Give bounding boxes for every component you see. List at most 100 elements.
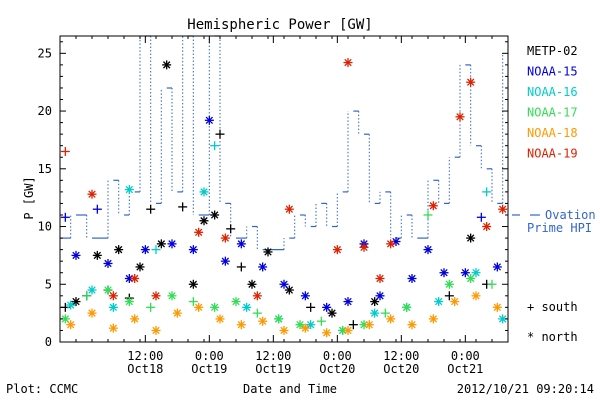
- data-point-noaa-18: [172, 308, 182, 318]
- x-tick-label: 12:00: [383, 349, 419, 363]
- data-point-noaa-19: [466, 77, 476, 87]
- ovation-legend-label-line1: Ovation: [545, 208, 596, 222]
- data-point-noaa-15: [71, 250, 81, 260]
- data-point-noaa-19: [87, 189, 97, 199]
- data-point-noaa-18: [108, 323, 118, 333]
- data-point-noaa-19: [220, 233, 230, 243]
- data-point-noaa-17: [188, 297, 198, 307]
- data-point-noaa-18: [428, 314, 438, 324]
- x-axis-label: Date and Time: [243, 382, 337, 396]
- data-point-noaa-19: [386, 239, 396, 249]
- legend-item-noaa-18: NOAA-18: [527, 126, 578, 140]
- data-point-noaa-15: [220, 256, 230, 266]
- data-point-noaa-17: [380, 308, 390, 318]
- y-tick-label: 25: [38, 46, 52, 60]
- data-point-noaa-18: [87, 308, 97, 318]
- data-point-metp-02: [146, 204, 156, 214]
- data-point-noaa-15: [343, 297, 353, 307]
- ovation-legend: Ovation Prime HPI: [512, 208, 596, 235]
- data-point-noaa-17: [210, 302, 220, 312]
- data-point-noaa-17: [487, 279, 497, 289]
- data-point-metp-02: [348, 320, 358, 330]
- data-point-noaa-15: [92, 204, 102, 214]
- data-point-metp-02: [199, 216, 209, 226]
- x-tick-label: 0:00: [195, 349, 224, 363]
- data-point-noaa-15: [60, 212, 70, 222]
- data-point-noaa-17: [231, 297, 241, 307]
- data-point-metp-02: [210, 210, 220, 220]
- data-point-noaa-19: [428, 201, 438, 211]
- x-tick-sublabel: Oct20: [383, 362, 419, 376]
- data-point-noaa-17: [103, 285, 113, 295]
- data-point-noaa-15: [188, 245, 198, 255]
- legend-item-noaa-16: NOAA-16: [527, 85, 578, 99]
- data-point-metp-02: [236, 262, 246, 272]
- data-point-noaa-18: [279, 325, 289, 335]
- data-point-noaa-19: [130, 273, 140, 283]
- data-point-metp-02: [71, 297, 81, 307]
- data-point-noaa-15: [204, 115, 214, 125]
- data-point-metp-02: [247, 279, 257, 289]
- data-point-noaa-17: [252, 308, 262, 318]
- data-point-noaa-16: [471, 268, 481, 278]
- x-tick-label: 0:00: [451, 349, 480, 363]
- data-point-noaa-15: [492, 262, 502, 272]
- data-point-noaa-15: [258, 262, 268, 272]
- data-point-noaa-19: [482, 222, 492, 232]
- legend-item-noaa-19: NOAA-19: [527, 147, 578, 161]
- data-point-noaa-19: [252, 291, 262, 301]
- data-point-noaa-15: [140, 245, 150, 255]
- data-point-noaa-15: [236, 239, 246, 249]
- data-point-noaa-16: [124, 185, 134, 195]
- data-point-noaa-18: [343, 325, 353, 335]
- data-point-noaa-15: [476, 212, 486, 222]
- data-point-noaa-19: [359, 242, 369, 252]
- data-point-noaa-15: [300, 291, 310, 301]
- data-point-noaa-19: [60, 146, 70, 156]
- data-point-noaa-18: [386, 314, 396, 324]
- x-tick-sublabel: Oct18: [127, 362, 163, 376]
- data-point-noaa-19: [498, 204, 508, 214]
- chart-title: Hemispheric Power [GW]: [187, 17, 372, 33]
- data-point-noaa-18: [364, 320, 374, 330]
- data-point-metp-02: [188, 279, 198, 289]
- data-point-metp-02: [215, 129, 225, 139]
- data-point-noaa-16: [434, 297, 444, 307]
- data-point-noaa-18: [66, 320, 76, 330]
- legend-item-noaa-15: NOAA-15: [527, 65, 578, 79]
- data-point-noaa-17: [60, 314, 70, 324]
- data-point-noaa-15: [375, 291, 385, 301]
- data-point-metp-02: [306, 302, 316, 312]
- data-point-noaa-18: [492, 302, 502, 312]
- data-point-noaa-16: [210, 141, 220, 151]
- data-point-noaa-15: [460, 268, 470, 278]
- footer-plot-credit: Plot: CCMC: [6, 382, 78, 396]
- data-point-metp-02: [466, 233, 476, 243]
- data-point-noaa-18: [258, 316, 268, 326]
- axes: 051015202512:00Oct180:00Oct1912:00Oct190…: [38, 35, 509, 376]
- data-point-noaa-17: [82, 291, 92, 301]
- x-tick-sublabel: Oct21: [447, 362, 483, 376]
- footer-timestamp: 2012/10/21 09:20:14: [457, 382, 594, 396]
- data-point-noaa-18: [236, 320, 246, 330]
- data-point-noaa-16: [151, 245, 161, 255]
- data-point-metp-02: [327, 308, 337, 318]
- data-point-noaa-17: [274, 314, 284, 324]
- data-point-noaa-16: [242, 302, 252, 312]
- data-point-noaa-16: [370, 308, 380, 318]
- data-point-noaa-18: [471, 291, 481, 301]
- data-point-noaa-15: [167, 239, 177, 249]
- data-point-metp-02: [135, 262, 145, 272]
- data-point-noaa-17: [295, 320, 305, 330]
- data-point-noaa-19: [375, 273, 385, 283]
- data-point-noaa-15: [322, 302, 332, 312]
- data-point-noaa-19: [332, 245, 342, 255]
- y-tick-label: 20: [38, 104, 52, 118]
- y-tick-label: 15: [38, 162, 52, 176]
- data-point-noaa-19: [343, 58, 353, 68]
- x-tick-label: 12:00: [255, 349, 291, 363]
- y-axis-label: P [GW]: [22, 176, 36, 219]
- data-point-noaa-18: [300, 323, 310, 333]
- data-point-metp-02: [178, 202, 188, 212]
